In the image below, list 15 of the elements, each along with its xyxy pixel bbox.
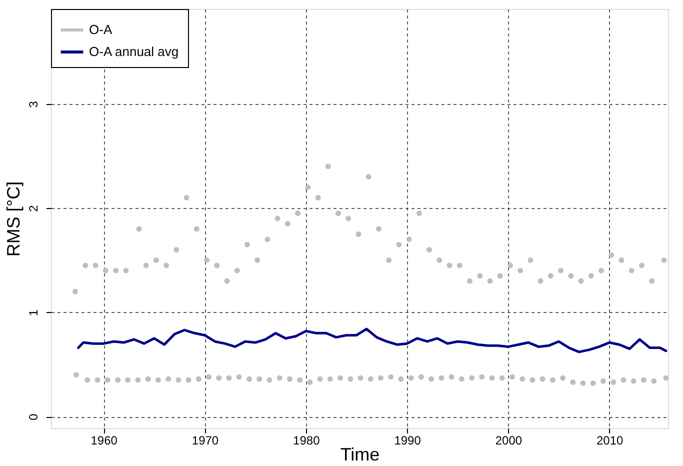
x-tick-label: 1990	[394, 434, 422, 448]
y-tick-label: 0	[26, 413, 40, 420]
x-tick-label: 2010	[596, 434, 624, 448]
y-tick-label: 1	[26, 309, 40, 316]
x-tick-label: 1970	[192, 434, 219, 448]
x-tick-label: 1980	[293, 434, 320, 448]
y-tick-label: 2	[26, 204, 40, 212]
y-tick-label: 3	[26, 100, 40, 108]
legend-label: O-A annual avg	[89, 44, 179, 59]
line-series	[77, 328, 668, 354]
x-tick-label: 2000	[495, 434, 522, 448]
x-axis-title: Time	[340, 444, 380, 464]
x-tick-label: 1960	[90, 434, 118, 448]
legend-label: O-A	[89, 22, 112, 37]
y-axis-title: RMS [°C]	[4, 181, 24, 257]
